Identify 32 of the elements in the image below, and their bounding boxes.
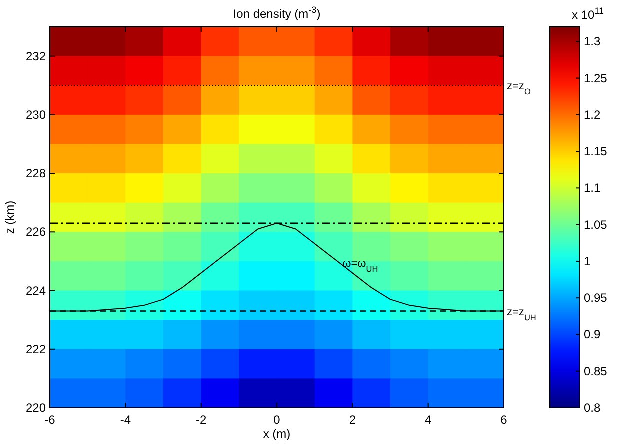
x-tick-label: -2	[196, 413, 207, 427]
ref-line-label: z=z$_{O}$	[507, 80, 532, 96]
x-tick-label: 6	[500, 413, 508, 427]
y-tick-label: 228	[26, 166, 46, 181]
color-bar-label: 1.2	[584, 108, 602, 122]
ref-line-label: z=z$_{UH}$	[507, 306, 536, 322]
x-axis-title: x (m)	[263, 427, 291, 441]
y-tick-label: 232	[26, 49, 46, 64]
annotation: ω=ω$_{UH}$	[342, 258, 378, 274]
y-axis-title: z (km)	[3, 200, 17, 234]
color-bar-label: 1.3	[584, 34, 602, 49]
color-bar-title: x 10$^{11}$	[572, 6, 604, 22]
color-bar-label: 0.85	[584, 364, 608, 378]
chart-title: Ion density (m$^{-3}$)	[233, 5, 321, 21]
color-bar-label: 1.25	[584, 71, 608, 86]
color-bar-label: 1.1	[584, 181, 602, 196]
x-tick-label: -6	[44, 413, 56, 427]
x-tick-label: -4	[120, 413, 132, 427]
color-bar-label: 0.95	[584, 291, 608, 306]
y-tick-label: 222	[26, 342, 46, 356]
color-bar-label: 1	[584, 254, 591, 268]
y-tick-label: 220	[26, 401, 46, 415]
color-bar-label: 0.9	[584, 328, 602, 342]
color-bar-label: 1.05	[584, 218, 608, 232]
color-bar-label: 1.15	[584, 144, 608, 159]
y-tick-label: 224	[26, 284, 46, 298]
y-tick-label: 230	[26, 108, 46, 122]
x-tick-label: 4	[424, 413, 432, 427]
color-bar-label: 0.8	[584, 401, 602, 415]
x-tick-label: 0	[274, 413, 281, 427]
y-tick-label: 226	[26, 225, 46, 240]
x-tick-label: 2	[349, 413, 356, 427]
